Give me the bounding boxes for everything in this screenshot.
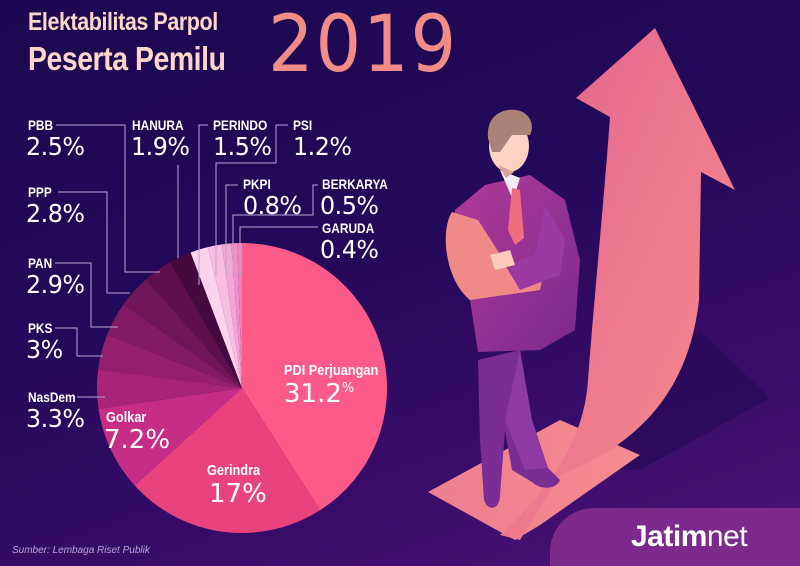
- man-leg-right: [505, 350, 548, 470]
- pie-slice-gerindra: [134, 388, 321, 534]
- label-pbb: PBB: [28, 117, 54, 133]
- value-garuda: 0.4%: [320, 235, 379, 264]
- brand-name-bold: Jatim: [631, 520, 707, 553]
- value-berkarya: 0.5%: [320, 191, 379, 220]
- value-nasdem: 3.3%: [26, 404, 85, 433]
- man-tie: [508, 188, 524, 245]
- value-pbb: 2.5%: [26, 132, 85, 161]
- leader-line-berkarya: [232, 184, 318, 276]
- value-psi: 1.2%: [293, 132, 352, 161]
- value-pdi-perjuangan: 31.2%: [284, 379, 354, 409]
- title-line-2: Peserta Pemilu: [28, 40, 226, 77]
- title-line-1: Elektabilitas Parpol: [28, 8, 218, 36]
- value-golkar: 7.2%: [104, 425, 171, 455]
- value-gerindra: 17%: [209, 479, 267, 509]
- label-psi: PSI: [293, 117, 313, 133]
- pie-slice-pkpi: [221, 243, 242, 388]
- man-hair: [487, 109, 532, 152]
- leader-line-perindo: [198, 124, 208, 285]
- pie-slice-ppp: [123, 279, 242, 388]
- value-hanura: 1.9%: [131, 132, 190, 161]
- man-hand: [490, 250, 515, 270]
- brand-bar: [550, 508, 800, 566]
- pie-slice-pks: [98, 334, 243, 388]
- label-gerindra: Gerindra: [207, 462, 261, 479]
- pie-slice-psi: [207, 244, 242, 388]
- leader-line-garuda: [239, 226, 318, 276]
- value-pan: 2.9%: [26, 270, 85, 299]
- label-perindo: PERINDO: [213, 117, 268, 133]
- label-pdi-perjuangan: PDI Perjuangan: [284, 362, 379, 379]
- title-year: 2019: [268, 0, 458, 90]
- label-nasdem: NasDem: [28, 389, 76, 405]
- man-neck: [498, 165, 514, 178]
- value-pdi-percent: %: [341, 381, 355, 396]
- leader-line-pan: [55, 262, 118, 328]
- pie-slice-hanura: [170, 252, 242, 388]
- brand-name-light: net: [706, 520, 748, 553]
- value-pkpi: 0.8%: [243, 191, 302, 220]
- label-pkpi: PKPI: [243, 176, 271, 192]
- arrow-icon: [500, 28, 735, 540]
- pie-slice-pdi-perjuangan: [242, 243, 388, 511]
- pie-slice-berkarya: [231, 243, 242, 388]
- source-note: Sumber: Lembaga Riset Publik: [12, 545, 150, 556]
- label-pan: PAN: [28, 255, 53, 271]
- label-pks: PKS: [28, 320, 53, 336]
- leader-line-pbb: [56, 124, 160, 273]
- value-perindo: 1.5%: [213, 132, 272, 161]
- leader-line-pkpi: [225, 184, 238, 276]
- man-arm-right: [505, 205, 565, 290]
- label-garuda: GARUDA: [322, 220, 375, 236]
- value-ppp: 2.8%: [26, 199, 85, 228]
- label-berkarya: BERKARYA: [322, 176, 388, 192]
- value-pks: 3%: [26, 335, 63, 364]
- brand-logo: Jatimnet: [631, 520, 748, 554]
- pie-slice-golkar: [98, 388, 242, 486]
- value-pdi-number: 31.2: [284, 379, 342, 409]
- pie-slice-perindo: [190, 247, 242, 388]
- leader-line-ppp: [58, 191, 130, 294]
- label-hanura: HANURA: [132, 117, 184, 133]
- label-golkar: Golkar: [106, 409, 147, 426]
- label-ppp: PPP: [28, 184, 52, 200]
- pie-slice-nasdem: [97, 369, 242, 409]
- pie-slice-pbb: [145, 262, 242, 388]
- pie-slice-garuda: [237, 243, 242, 388]
- leader-line-pks: [55, 327, 103, 357]
- leader-line-psi: [215, 124, 288, 275]
- pie-slice-pan: [107, 304, 242, 388]
